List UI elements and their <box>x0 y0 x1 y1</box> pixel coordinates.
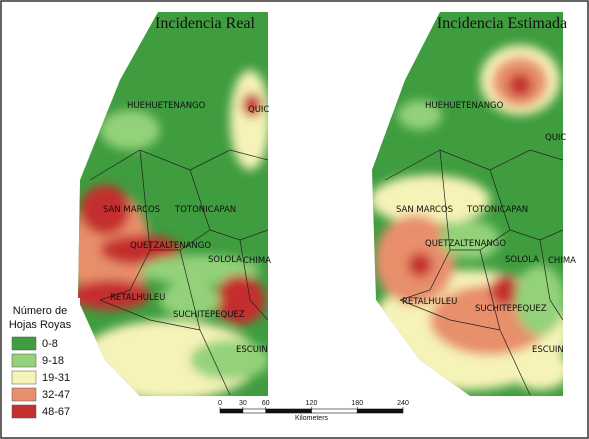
region-label: TOTONICAPAN <box>174 205 236 215</box>
scale-segment <box>242 408 267 414</box>
legend-swatch <box>11 353 37 368</box>
legend-label: 32-47 <box>42 389 70 401</box>
scale-label: 240 <box>397 400 409 407</box>
legend-title: Hojas Royas <box>9 319 72 331</box>
legend-swatch <box>11 404 37 419</box>
legend-label: 9-18 <box>42 355 64 367</box>
legend-label: 0-8 <box>42 338 58 350</box>
map-title: Incidencia Real <box>155 15 256 32</box>
legend-swatch <box>11 370 37 385</box>
region-label: HUEHUETENANGO <box>425 101 504 111</box>
region-label: QUIC <box>545 133 566 143</box>
scale-label: 180 <box>351 400 363 407</box>
region-label: ESCUIN <box>236 345 268 355</box>
region-label: SAN MARCOS <box>396 205 453 215</box>
map-right <box>372 12 563 396</box>
map-title: Incidencia Estimada <box>437 15 567 32</box>
region-labels: HUEHUETENANGO QUIC SAN MARCOS TOTONICAPAN QU… <box>103 101 576 355</box>
region-label: HUEHUETENANGO <box>127 101 206 111</box>
region-label: SUCHITEPEQUEZ <box>475 304 547 314</box>
scale-segment <box>265 408 312 414</box>
scale-label: 60 <box>262 400 270 407</box>
region-label: QUETZALTENANGO <box>425 239 506 249</box>
region-label: SUCHITEPEQUEZ <box>173 310 245 320</box>
scale-segment <box>356 408 404 414</box>
region-label: SAN MARCOS <box>103 205 160 215</box>
scale-segment <box>219 408 244 414</box>
scale-unit: Kilometers <box>295 415 329 422</box>
legend-swatch <box>11 387 37 402</box>
region-label: SOLOLA <box>505 255 539 265</box>
region-label: RETALHULEU <box>110 293 165 303</box>
scale-segment <box>311 408 358 414</box>
region-label: QUIC <box>248 105 269 115</box>
legend-label: 48-67 <box>42 406 70 418</box>
region-label: SOLOLA <box>208 255 242 265</box>
region-label: CHIMA <box>243 256 271 266</box>
scale-label: 0 <box>218 400 222 407</box>
scale-label: 30 <box>239 400 247 407</box>
region-label: RETALHULEU <box>402 297 457 307</box>
legend-label: 19-31 <box>42 372 70 384</box>
legend-title: Número de <box>13 305 67 317</box>
region-label: CHIMA <box>548 256 576 266</box>
region-label: QUETZALTENANGO <box>130 241 211 251</box>
scale-label: 120 <box>306 400 318 407</box>
legend-swatch <box>11 336 37 351</box>
region-label: TOTONICAPAN <box>466 205 528 215</box>
region-label: ESCUIN <box>532 345 564 355</box>
